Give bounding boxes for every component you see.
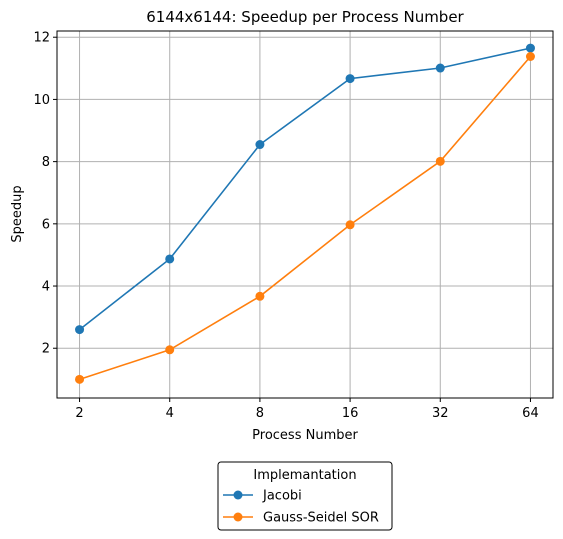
y-tick-label: 4 xyxy=(42,280,50,295)
x-tick-label: 16 xyxy=(342,406,359,421)
y-axis-label: Speedup xyxy=(10,185,25,242)
data-point-jacobi xyxy=(75,325,85,335)
data-point-jacobi xyxy=(165,254,175,264)
grid-lines xyxy=(57,31,553,398)
data-point-jacobi xyxy=(435,63,445,73)
y-tick-label: 10 xyxy=(33,93,50,108)
y-tick-label: 12 xyxy=(33,31,50,46)
data-point-jacobi xyxy=(345,74,355,84)
chart-title: 6144x6144: Speedup per Process Number xyxy=(146,8,464,26)
x-axis-ticks: 2 4 8 16 32 64 xyxy=(75,398,539,421)
data-point-jacobi xyxy=(255,140,265,150)
x-tick-label: 32 xyxy=(432,406,449,421)
y-tick-label: 2 xyxy=(42,342,50,357)
series-layer xyxy=(75,43,535,384)
legend: Implemantation Jacobi Gauss-Seidel SOR xyxy=(217,461,393,531)
data-point-gauss-seidel-sor xyxy=(345,220,355,230)
series-line-jacobi xyxy=(79,47,531,331)
legend-title: Implemantation xyxy=(253,468,356,483)
data-point-gauss-seidel-sor xyxy=(75,374,85,384)
data-point-jacobi xyxy=(525,43,535,53)
legend-entries: Jacobi Gauss-Seidel SOR xyxy=(223,489,379,526)
legend-marker-jacobi xyxy=(233,490,243,500)
plot-area-frame xyxy=(56,30,554,399)
legend-label-jacobi: Jacobi xyxy=(262,489,302,504)
legend-marker-gauss-seidel-sor xyxy=(233,512,243,522)
y-tick-label: 8 xyxy=(42,155,50,170)
x-tick-label: 4 xyxy=(166,406,174,421)
data-point-gauss-seidel-sor xyxy=(525,52,535,62)
data-point-gauss-seidel-sor xyxy=(435,156,445,166)
x-axis-label: Process Number xyxy=(252,428,358,443)
legend-label-gauss-seidel-sor: Gauss-Seidel SOR xyxy=(263,511,379,526)
x-tick-label: 2 xyxy=(75,406,83,421)
x-tick-label: 64 xyxy=(522,406,539,421)
data-point-gauss-seidel-sor xyxy=(255,291,265,301)
data-point-gauss-seidel-sor xyxy=(165,345,175,355)
x-tick-label: 8 xyxy=(256,406,264,421)
y-tick-label: 6 xyxy=(42,217,50,232)
y-axis-ticks: 2 4 6 8 10 12 xyxy=(33,31,57,357)
legend-box xyxy=(217,461,393,531)
series-line-gauss-seidel-sor xyxy=(79,55,532,381)
